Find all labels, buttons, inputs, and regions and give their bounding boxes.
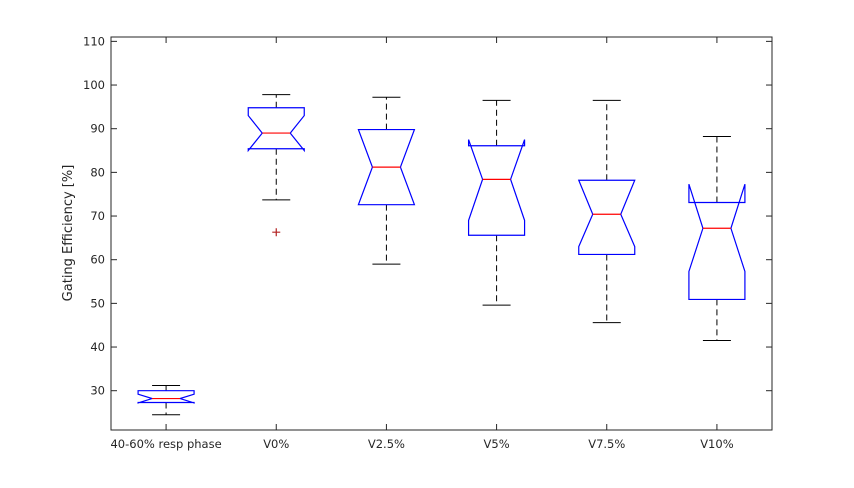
y-tick-label: 100 <box>83 78 105 92</box>
x-tick-label: V2.5% <box>368 437 405 451</box>
x-axis: 40-60% resp phase V0% V2.5% V5% V7.5% V10% <box>110 37 734 451</box>
y-axis: 30 40 50 60 70 80 90 100 110 <box>83 34 772 398</box>
outlier-marker <box>272 228 281 237</box>
box-0 <box>137 384 195 416</box>
y-tick-label: 110 <box>83 34 105 48</box>
y-tick-label: 60 <box>90 253 105 267</box>
y-tick-label: 30 <box>90 384 105 398</box>
notched-box <box>577 179 636 256</box>
x-tick-label: V5% <box>484 437 510 451</box>
x-tick-label: V0% <box>263 437 289 451</box>
box-2 <box>357 96 416 265</box>
notched-box <box>137 390 195 404</box>
plot-area <box>110 36 773 431</box>
box-1 <box>247 94 305 237</box>
box-5 <box>688 136 746 341</box>
y-tick-label: 70 <box>90 209 105 223</box>
y-axis-label: Gating Efficiency [%] <box>61 165 76 302</box>
notched-box <box>467 139 526 236</box>
x-tick-label: V7.5% <box>588 437 625 451</box>
box-3 <box>467 99 526 306</box>
notched-box <box>688 183 746 301</box>
notched-box <box>247 107 305 153</box>
y-tick-label: 90 <box>90 122 105 136</box>
boxes-group <box>137 94 746 416</box>
x-tick-label: V10% <box>700 437 734 451</box>
y-tick-label: 80 <box>90 165 105 179</box>
y-tick-label: 50 <box>90 296 105 310</box>
box-4 <box>577 99 636 324</box>
x-tick-label: 40-60% resp phase <box>110 437 221 451</box>
y-tick-label: 40 <box>90 340 105 354</box>
